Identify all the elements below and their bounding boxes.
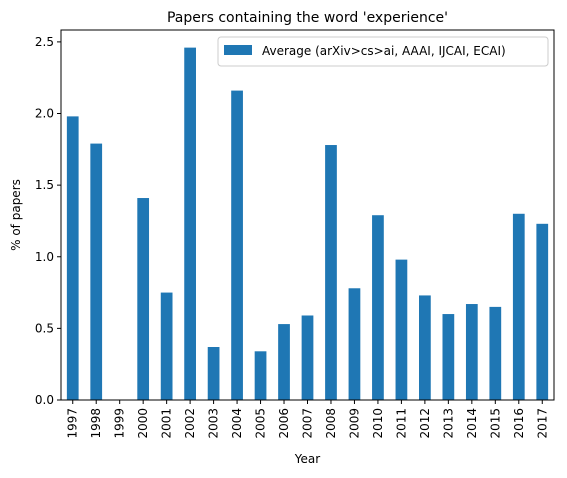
x-tick-label-1997: 1997 xyxy=(66,408,80,439)
y-tick-label: 2.5 xyxy=(35,35,54,49)
bar-2007 xyxy=(301,315,314,400)
legend: Average (arXiv>cs>ai, AAAI, IJCAI, ECAI) xyxy=(217,36,549,67)
x-axis-label: Year xyxy=(294,452,320,466)
x-tick-label-2016: 2016 xyxy=(512,408,526,439)
bar-1998 xyxy=(90,143,103,400)
x-tick-label-2015: 2015 xyxy=(488,408,502,439)
bar-2015 xyxy=(489,306,502,400)
x-tick-label-2006: 2006 xyxy=(277,408,291,439)
x-tick-label-2017: 2017 xyxy=(535,408,549,439)
x-tick-label-1999: 1999 xyxy=(113,408,127,439)
bar-2011 xyxy=(395,259,408,400)
x-tick-label-1998: 1998 xyxy=(89,408,103,439)
bar-2010 xyxy=(372,215,384,400)
x-tick-label-2003: 2003 xyxy=(207,408,221,439)
x-tick-label-2002: 2002 xyxy=(183,408,197,439)
bar-2004 xyxy=(231,90,243,400)
x-tick-label-2012: 2012 xyxy=(418,408,432,439)
legend-label: Average (arXiv>cs>ai, AAAI, IJCAI, ECAI) xyxy=(262,44,506,58)
x-tick-label-2014: 2014 xyxy=(465,408,479,439)
bar-2016 xyxy=(512,213,525,400)
x-tick-label-2007: 2007 xyxy=(301,408,315,439)
x-tick-label-2000: 2000 xyxy=(136,408,150,439)
bar-2013 xyxy=(442,314,455,400)
x-tick-label-2004: 2004 xyxy=(230,408,244,439)
bar-2002 xyxy=(184,47,196,401)
bar-2014 xyxy=(465,304,478,400)
bar-2009 xyxy=(348,288,361,400)
chart-title: Papers containing the word 'experience' xyxy=(167,10,448,26)
legend-swatch xyxy=(224,45,252,55)
bar-2001 xyxy=(160,292,173,400)
bar-2006 xyxy=(278,324,290,400)
bar-2012 xyxy=(419,295,431,400)
x-tick-label-2009: 2009 xyxy=(347,408,361,439)
y-tick-label: 0.0 xyxy=(35,393,54,407)
y-tick-label: 1.5 xyxy=(35,178,54,192)
y-tick-label: 2.0 xyxy=(35,107,54,121)
x-tick-label-2010: 2010 xyxy=(371,408,385,439)
y-tick-label: 0.5 xyxy=(35,321,54,335)
bar-2005 xyxy=(254,351,267,400)
x-tick-label-2008: 2008 xyxy=(324,408,338,439)
y-tick-label: 1.0 xyxy=(35,250,54,264)
bar-2003 xyxy=(207,347,220,400)
y-axis-label: % of papers xyxy=(9,179,23,251)
x-tick-label-2013: 2013 xyxy=(441,408,455,439)
x-tick-label-2011: 2011 xyxy=(394,408,408,439)
x-tick-label-2001: 2001 xyxy=(160,408,174,439)
x-tick-label-2005: 2005 xyxy=(254,408,268,439)
bar-2017 xyxy=(536,223,549,400)
legend-frame xyxy=(217,36,549,67)
bar-2000 xyxy=(137,198,150,400)
bar-2008 xyxy=(325,145,337,400)
bar-1997 xyxy=(66,116,79,400)
